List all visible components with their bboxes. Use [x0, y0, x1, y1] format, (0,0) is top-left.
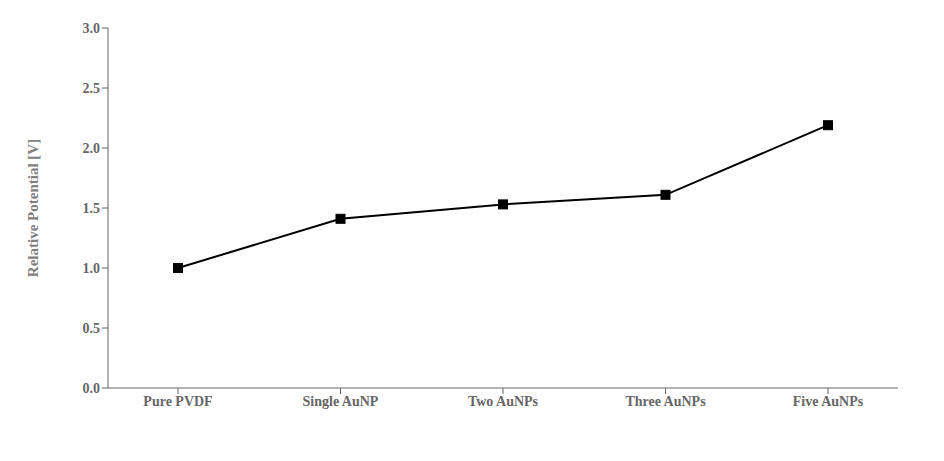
svg-text:Relative Potential [V]: Relative Potential [V]: [25, 139, 41, 277]
svg-text:3.0: 3.0: [83, 21, 101, 36]
svg-text:Pure PVDF: Pure PVDF: [143, 394, 212, 409]
svg-text:1.0: 1.0: [83, 261, 101, 276]
svg-text:1.5: 1.5: [83, 201, 101, 216]
svg-text:Three AuNPs: Three AuNPs: [625, 394, 706, 409]
svg-text:2.0: 2.0: [83, 141, 101, 156]
svg-text:Two AuNPs: Two AuNPs: [468, 394, 539, 409]
svg-text:0.0: 0.0: [83, 381, 101, 396]
svg-text:0.5: 0.5: [83, 321, 101, 336]
svg-text:2.5: 2.5: [83, 81, 101, 96]
svg-text:Single AuNP: Single AuNP: [303, 394, 379, 409]
svg-text:Five AuNPs: Five AuNPs: [793, 394, 864, 409]
